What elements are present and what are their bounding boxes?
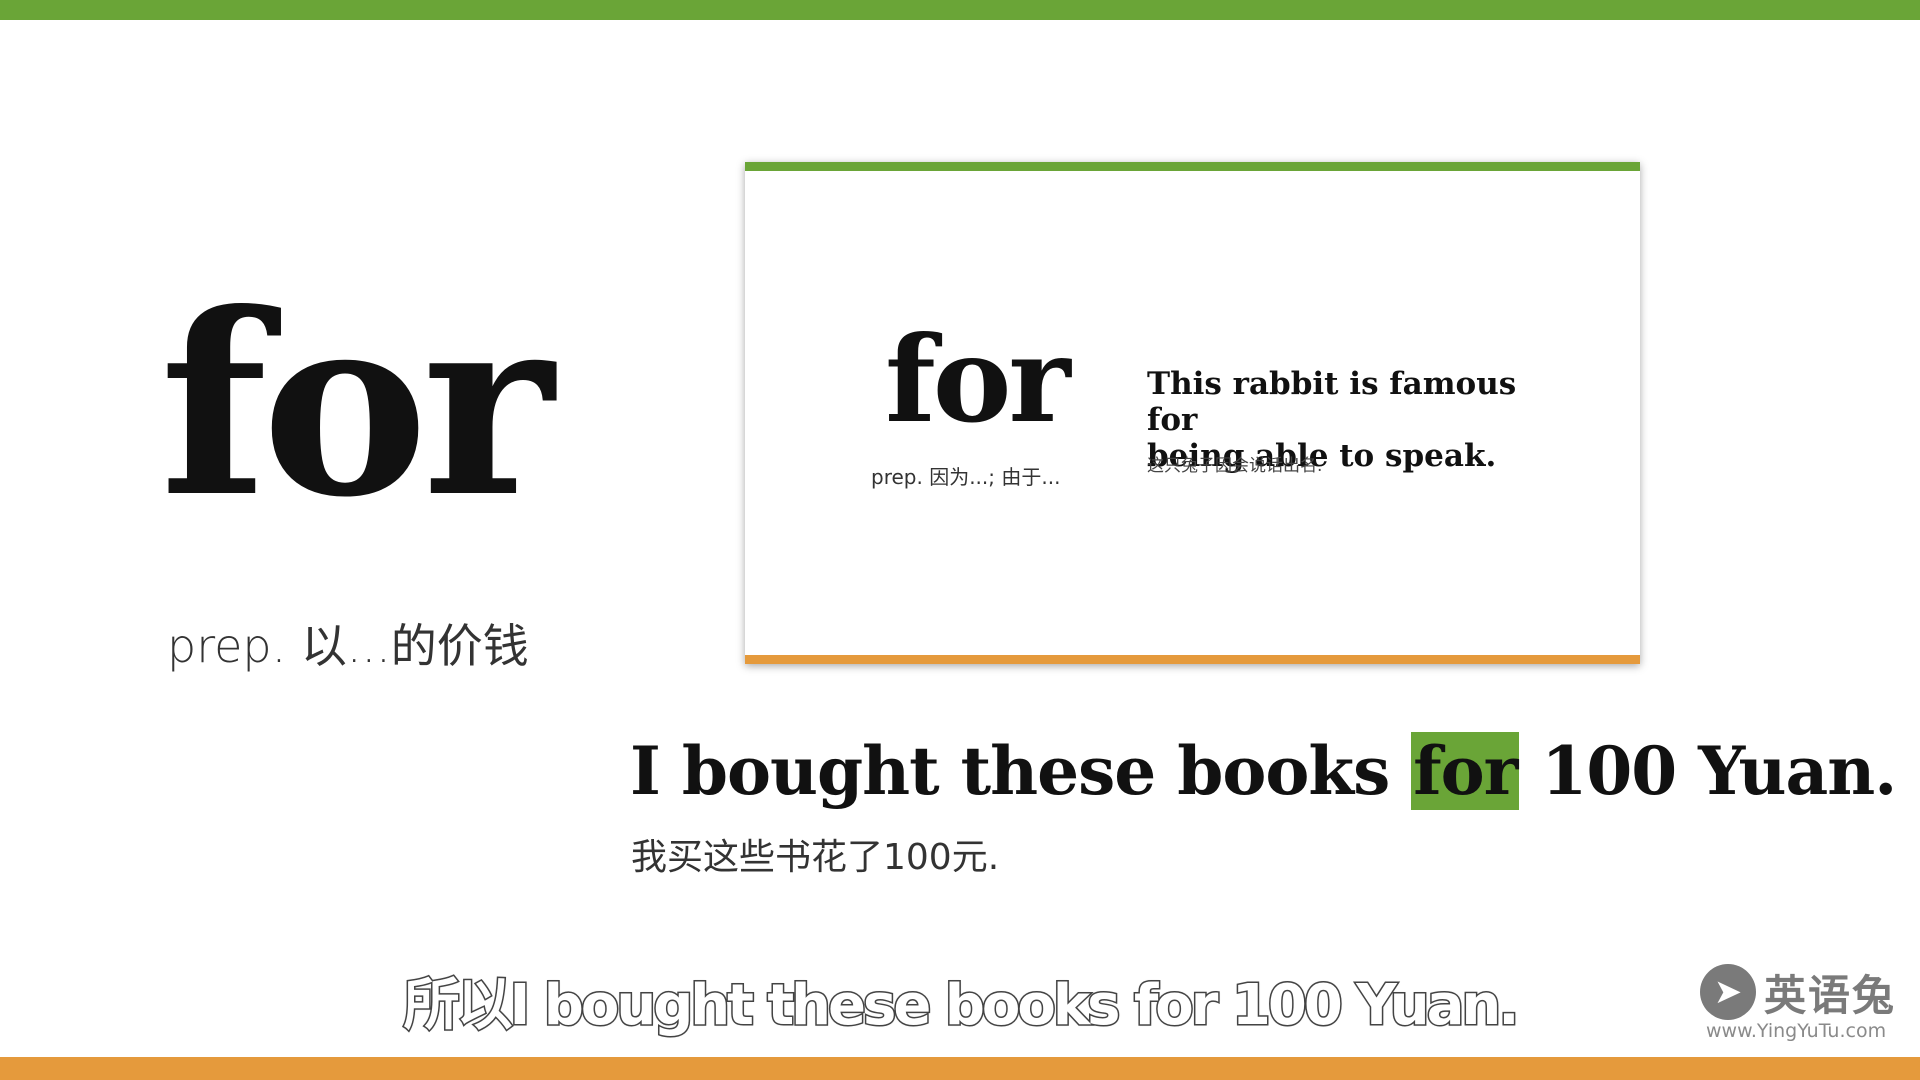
definition-card: for prep. 因为...; 由于... This rabbit is fa… [745,162,1640,664]
example-translation: 我买这些书花了100元. [631,837,1000,878]
top-accent-bar [0,0,1920,20]
watermark-logo: ➤ 英语兔 www.YingYuTu.com [1700,962,1910,1042]
card-example-translation: 这只兔子因会说话出名. [1147,456,1323,476]
video-subtitle: 所以I bought these books for 100 Yuan. [402,972,1521,1040]
card-part-of-speech: prep. 因为...; 由于... [871,465,1061,489]
main-part-of-speech: prep. 以...的价钱 [167,619,529,673]
card-example-line-1: This rabbit is famous for [1147,366,1517,438]
logo-url: www.YingYuTu.com [1706,1020,1887,1042]
highlighted-word: for [1411,732,1520,810]
example-sentence-after: 100 Yuan. [1519,732,1897,810]
logo-name: 英语兔 [1764,971,1897,1020]
example-sentence-before: I bought these books [630,732,1412,810]
card-word: for [885,310,1071,449]
bottom-accent-bar [0,1057,1920,1080]
main-word: for [160,258,554,552]
card-example-line-2: being able to speak. [1147,438,1497,474]
card-example-sentence: This rabbit is famous for being able to … [1147,366,1567,474]
rabbit-icon: ➤ [1700,964,1756,1020]
example-sentence: I bought these books for 100 Yuan. [630,726,1897,816]
